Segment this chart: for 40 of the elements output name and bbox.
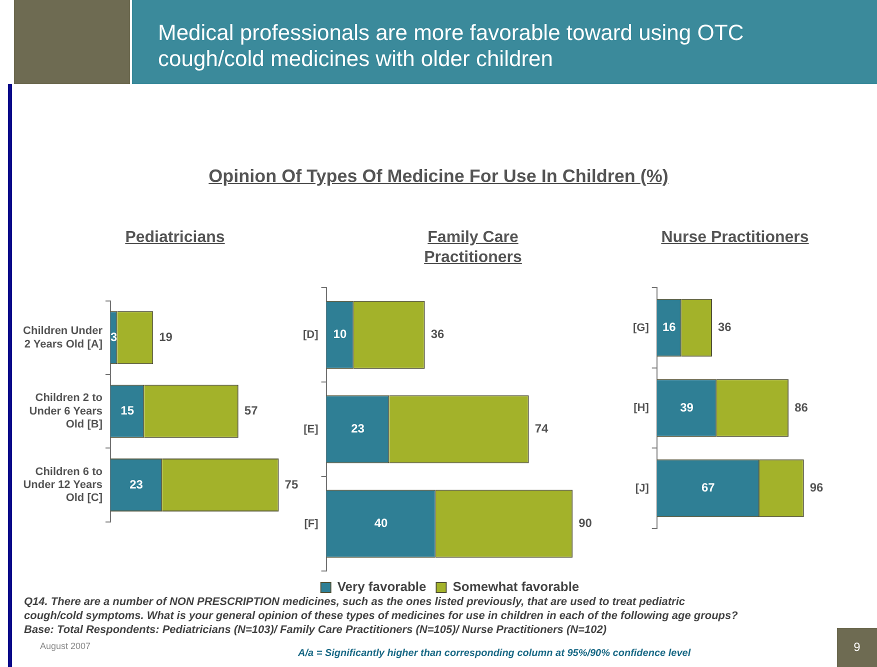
text: A/a = Significantly higher than corresponding column at 95%/90% confidence level	[298, 648, 691, 659]
legend-label: Very favorable	[337, 579, 426, 594]
text: Base: Total Respondents: Pediatricians (N=103)/ Family Care Practitioners (N=105)/ Nurse Practitioners (N=102)	[24, 624, 606, 636]
data-label: 3	[110, 330, 118, 344]
y-tick-label: Children Under 2 Years Old [A]	[23, 325, 104, 350]
data-label: 10	[333, 327, 347, 342]
y-tick-label: Children 6 to Under 12 Years Old [C]	[23, 466, 103, 504]
total-label: 75	[284, 477, 298, 492]
total-label: 74	[534, 422, 549, 436]
total-label: 36	[718, 320, 732, 334]
total-label: 36	[430, 327, 444, 342]
text: August 2007	[40, 641, 91, 651]
text: cough/cold symptoms. What is your general opinion of these types of medicines for use in children in each of the following age groups?	[24, 610, 738, 622]
y-tick-label: [D]	[302, 328, 319, 341]
text: Medical professionals are more favorable toward using OTC cough/cold medicines with older children	[158, 20, 745, 72]
total-label: 86	[794, 400, 808, 414]
chart-title: Family Care Practitioners	[423, 228, 523, 268]
data-label: 23	[351, 422, 365, 436]
y-tick-label: [J]	[635, 482, 650, 494]
y-tick-label: [F]	[304, 518, 319, 530]
total-label: 57	[244, 404, 258, 418]
y-tick-label: [E]	[304, 423, 319, 436]
data-label: 67	[701, 480, 716, 495]
legend-label: Somewhat favorable	[452, 579, 580, 594]
text: 9	[837, 628, 877, 667]
y-tick-label: Children 2 to Under 6 Years Old [B]	[29, 392, 103, 431]
total-label: 19	[159, 330, 173, 344]
data-label: 40	[374, 516, 388, 530]
text: Opinion Of Types Of Medicine For Use In Children (%)	[208, 166, 670, 187]
chart-title: Nurse Practitioners	[660, 228, 810, 248]
y-tick-label: [G]	[632, 322, 650, 334]
total-label: 96	[810, 480, 824, 495]
total-label: 90	[578, 516, 592, 530]
data-label: 23	[130, 477, 144, 492]
data-label: 39	[680, 400, 694, 414]
data-label: 15	[120, 404, 134, 418]
data-label: 16	[662, 320, 676, 334]
chart-title: Pediatricians	[124, 228, 226, 248]
text: Q14. There are a number of NON PRESCRIPTION medicines, such as the ones listed previously, that are used to treat pediatric	[24, 596, 685, 608]
y-tick-label: [H]	[634, 402, 650, 414]
